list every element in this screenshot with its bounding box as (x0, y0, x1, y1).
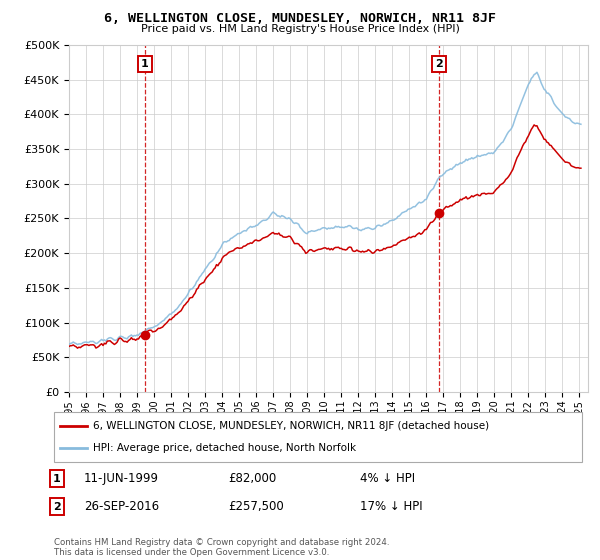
Text: £257,500: £257,500 (228, 500, 284, 514)
Text: 1: 1 (140, 59, 148, 69)
Text: 26-SEP-2016: 26-SEP-2016 (84, 500, 159, 514)
Text: 4% ↓ HPI: 4% ↓ HPI (360, 472, 415, 486)
Text: Contains HM Land Registry data © Crown copyright and database right 2024.
This d: Contains HM Land Registry data © Crown c… (54, 538, 389, 557)
Text: £82,000: £82,000 (228, 472, 276, 486)
Text: 11-JUN-1999: 11-JUN-1999 (84, 472, 159, 486)
Text: 2: 2 (53, 502, 61, 512)
Text: 1: 1 (53, 474, 61, 484)
Text: 6, WELLINGTON CLOSE, MUNDESLEY, NORWICH, NR11 8JF (detached house): 6, WELLINGTON CLOSE, MUNDESLEY, NORWICH,… (93, 421, 489, 431)
Text: 2: 2 (435, 59, 443, 69)
Text: HPI: Average price, detached house, North Norfolk: HPI: Average price, detached house, Nort… (93, 443, 356, 453)
Text: 6, WELLINGTON CLOSE, MUNDESLEY, NORWICH, NR11 8JF: 6, WELLINGTON CLOSE, MUNDESLEY, NORWICH,… (104, 12, 496, 25)
Text: 17% ↓ HPI: 17% ↓ HPI (360, 500, 422, 514)
Text: Price paid vs. HM Land Registry's House Price Index (HPI): Price paid vs. HM Land Registry's House … (140, 24, 460, 34)
